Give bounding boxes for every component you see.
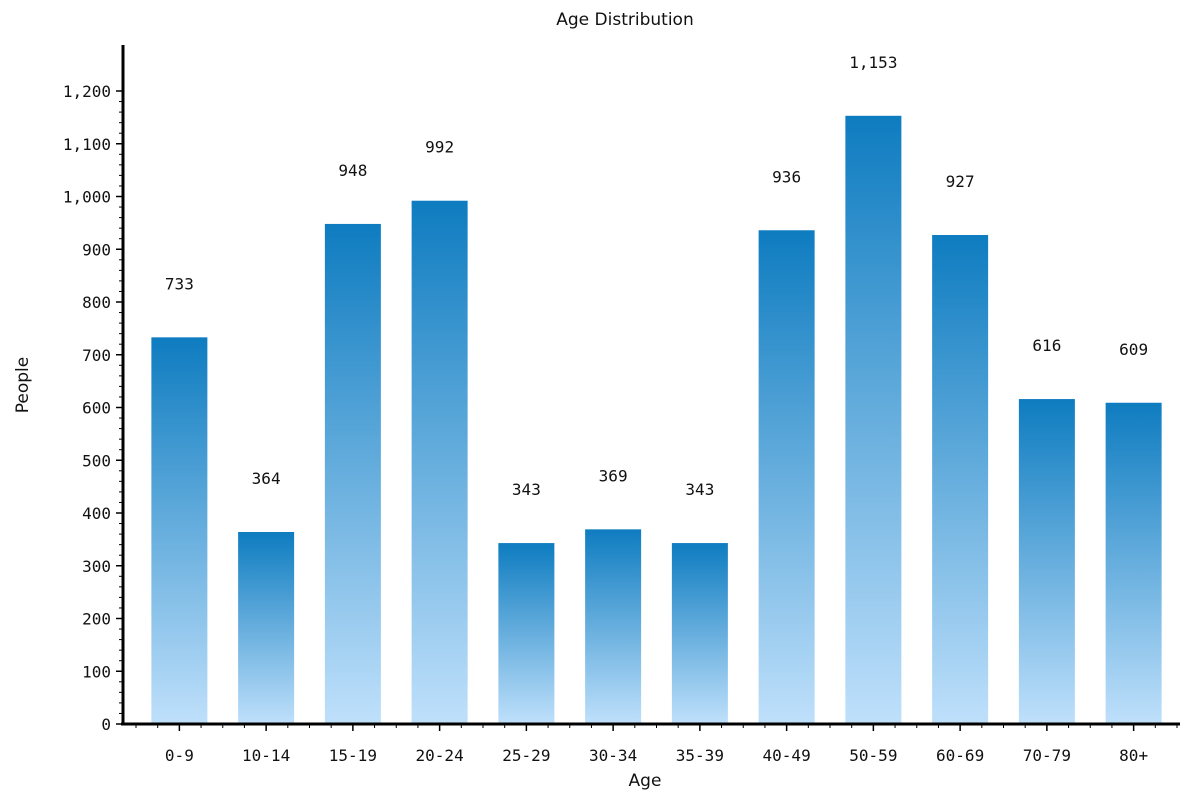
bar (845, 115, 902, 725)
y-axis-title: People (13, 357, 33, 413)
bars (151, 115, 1162, 725)
y-tick-label: 300 (82, 557, 111, 576)
y-tick-label: 600 (82, 399, 111, 418)
bar (238, 531, 295, 724)
y-axis-ticks: 0 100 200 300 400 500 600 700 800 900 1,000 1,100 1,… (63, 82, 123, 734)
bar (1105, 402, 1162, 724)
bar (411, 200, 468, 725)
x-tick-label: 20-24 (416, 746, 464, 765)
bar-value-label: 936 (772, 167, 801, 186)
x-axis-categories: 0-9 10-14 15-19 20-24 25-29 30-34 35-39 40-49 50… (135, 724, 1178, 765)
x-axis-title: Age (629, 771, 662, 791)
bar-value-label: 992 (425, 138, 454, 157)
bar-value-label: 927 (946, 172, 975, 191)
x-tick-label: 40-49 (763, 746, 811, 765)
bar (671, 543, 728, 724)
y-tick-label: 1,200 (63, 82, 111, 101)
bar (324, 223, 381, 724)
bar-value-label: 948 (338, 161, 367, 180)
y-tick-label: 0 (101, 715, 111, 734)
bar (932, 235, 989, 724)
bar (585, 529, 642, 724)
bar (151, 337, 208, 724)
y-tick-label: 700 (82, 346, 111, 365)
y-tick-label: 800 (82, 293, 111, 312)
bar-value-label: 733 (165, 274, 194, 293)
bar (758, 230, 815, 724)
x-tick-label: 10-14 (242, 746, 290, 765)
bar (1018, 399, 1075, 724)
x-tick-label: 25-29 (502, 746, 550, 765)
bar-value-label: 369 (599, 466, 628, 485)
y-tick-label: 200 (82, 610, 111, 629)
y-tick-label: 900 (82, 240, 111, 259)
x-tick-label: 60-69 (936, 746, 984, 765)
bar (498, 543, 555, 724)
bar-value-label: 364 (252, 469, 281, 488)
x-tick-label: 70-79 (1023, 746, 1071, 765)
bar-value-label: 343 (685, 480, 714, 499)
bar-value-label: 1,153 (849, 53, 897, 72)
y-tick-label: 100 (82, 662, 111, 681)
x-tick-label: 15-19 (329, 746, 377, 765)
y-tick-label: 1,100 (63, 135, 111, 154)
y-tick-label: 500 (82, 451, 111, 470)
x-tick-label: 35-39 (676, 746, 724, 765)
x-tick-label: 50-59 (849, 746, 897, 765)
bar-value-label: 616 (1032, 336, 1061, 355)
chart-title: Age Distribution (556, 10, 693, 30)
bar-value-label: 609 (1119, 340, 1148, 359)
y-tick-label: 1,000 (63, 188, 111, 207)
y-tick-label: 400 (82, 504, 111, 523)
x-tick-label: 30-34 (589, 746, 637, 765)
bar-value-label: 343 (512, 480, 541, 499)
data-labels: 733 364 948 992 343 369 343 936 1,153 927 616 609 (165, 53, 1148, 499)
x-tick-label: 0-9 (165, 746, 194, 765)
x-tick-label: 80+ (1119, 746, 1148, 765)
